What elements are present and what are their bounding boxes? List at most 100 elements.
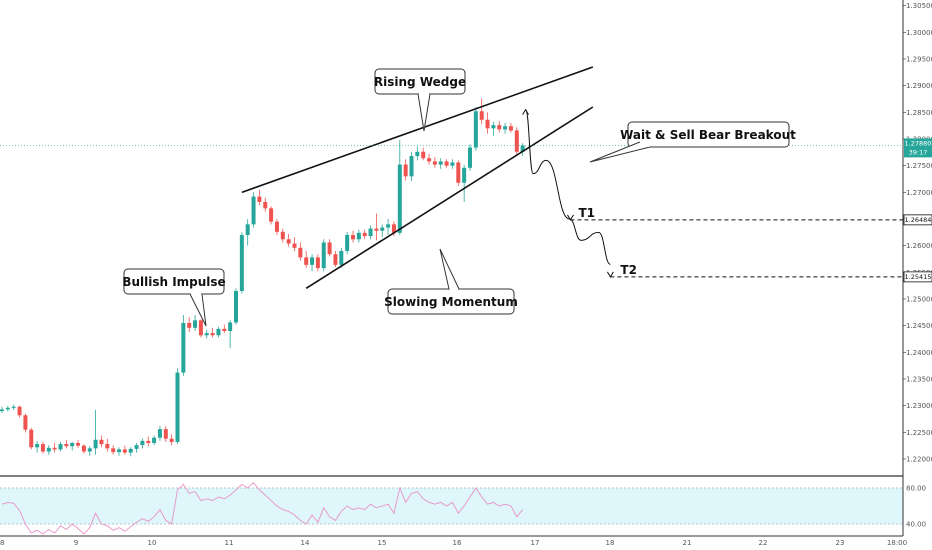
candle-body <box>391 224 396 233</box>
candle-body <box>216 328 221 336</box>
time-tick-label: 22 <box>759 539 768 547</box>
current-price-badge: 1.27880 39:17 <box>904 138 932 158</box>
candle-body <box>181 323 186 373</box>
time-tick-label: 8 <box>0 539 4 547</box>
candle-body <box>239 235 244 291</box>
candle-body <box>444 161 449 166</box>
candle-body <box>52 447 57 450</box>
current-price-text: 1.27880 <box>905 139 932 147</box>
candle-body <box>397 164 402 233</box>
candle-body <box>198 320 203 336</box>
price-tick-label: 1.24000 <box>906 349 932 357</box>
candle-body <box>386 224 391 228</box>
candle-body <box>380 227 385 231</box>
callout-pointer <box>189 293 207 327</box>
time-tick-label: 18:00 <box>887 539 907 547</box>
candle-body <box>351 235 355 240</box>
candle-body <box>415 151 420 157</box>
candle-body <box>64 444 69 447</box>
price-tick-label: 1.25000 <box>906 296 932 304</box>
candle-body <box>23 415 28 430</box>
callout-label: Wait & Sell Bear Breakout <box>620 128 796 142</box>
candle-body <box>46 447 51 452</box>
wedge-lower-line[interactable] <box>305 106 594 290</box>
price-tick-label: 1.23500 <box>906 376 932 384</box>
projection-arrows <box>522 108 614 278</box>
candle-body <box>40 444 45 452</box>
candle-body <box>409 156 414 177</box>
candle-body <box>333 254 338 265</box>
price-tick-label: 1.27000 <box>906 189 932 197</box>
rsi-band <box>0 488 903 524</box>
callout-pointer <box>589 141 651 163</box>
price-axis[interactable]: 1.305001.300001.295001.290001.285001.280… <box>903 2 932 464</box>
candle-body <box>292 243 297 248</box>
candle-body <box>339 251 344 265</box>
candle-body <box>468 147 472 168</box>
rsi-axis: 80.00 40.00 <box>906 485 926 529</box>
candle-body <box>157 429 162 438</box>
countdown-text: 39:17 <box>909 148 928 156</box>
time-tick-label: 18 <box>606 539 615 547</box>
price-tick-label: 1.26000 <box>906 242 932 250</box>
callout-label: Slowing Momentum <box>384 295 518 309</box>
candle-body <box>99 439 104 445</box>
candle-body <box>497 125 502 130</box>
candle-body <box>462 167 467 183</box>
candle-body <box>257 196 262 202</box>
candle-body <box>128 448 133 453</box>
time-tick-label: 11 <box>225 539 234 547</box>
callout-box <box>627 121 790 148</box>
price-tick-label: 1.23000 <box>906 402 932 410</box>
time-axis[interactable]: 8 9 10 11 14 15 16 17 18 21 22 23 18:00 <box>0 539 907 547</box>
arrowhead-down <box>567 214 574 221</box>
candle-body <box>269 208 274 222</box>
candle-body <box>58 444 63 450</box>
callout-wait-sell[interactable]: Wait & Sell Bear Breakout <box>589 121 796 163</box>
candle-body <box>222 328 227 331</box>
candle-body <box>152 437 157 443</box>
candle-body <box>362 232 367 237</box>
candle-body <box>5 407 10 410</box>
candle-body <box>274 221 279 232</box>
candle-body <box>485 119 490 129</box>
candle-body <box>234 291 238 323</box>
candle-body <box>374 228 379 231</box>
time-tick-label: 21 <box>683 539 692 547</box>
candle-body <box>356 232 361 240</box>
candle-body <box>438 161 443 165</box>
time-tick-label: 23 <box>836 539 845 547</box>
rsi-tick-label: 40.00 <box>906 521 926 529</box>
callout-label: Rising Wedge <box>374 75 466 89</box>
candle-body <box>479 111 484 120</box>
candle-body <box>508 126 513 131</box>
candle-body <box>245 224 250 235</box>
candle-body <box>163 429 168 439</box>
candle-body <box>146 440 151 443</box>
price-tick-label: 1.30500 <box>906 2 932 10</box>
candle-body <box>187 323 192 328</box>
time-tick-label: 15 <box>378 539 387 547</box>
callout-bullish-impulse[interactable]: Bullish Impulse <box>122 268 226 327</box>
candles <box>0 98 525 457</box>
callout-slowing-momentum[interactable]: Slowing Momentum <box>384 248 518 315</box>
candle-body <box>450 162 455 166</box>
callout-rising-wedge[interactable]: Rising Wedge <box>374 68 466 132</box>
time-tick-label: 10 <box>148 539 157 547</box>
t1-price-text: 1.26484 <box>905 216 932 224</box>
arrowhead-down <box>606 271 614 278</box>
projection-path[interactable] <box>525 109 611 265</box>
candle-body <box>263 201 268 209</box>
candle-body <box>491 125 496 129</box>
price-tick-label: 1.27500 <box>906 162 932 170</box>
candle-body <box>514 130 519 152</box>
candle-body <box>310 257 315 265</box>
candle-body <box>17 406 22 416</box>
wedge-upper-line[interactable] <box>241 66 594 194</box>
candle-body <box>76 443 81 446</box>
candle-body <box>473 111 478 148</box>
candle-body <box>134 445 139 449</box>
candle-body <box>327 242 332 255</box>
callout-label: Bullish Impulse <box>122 275 225 289</box>
